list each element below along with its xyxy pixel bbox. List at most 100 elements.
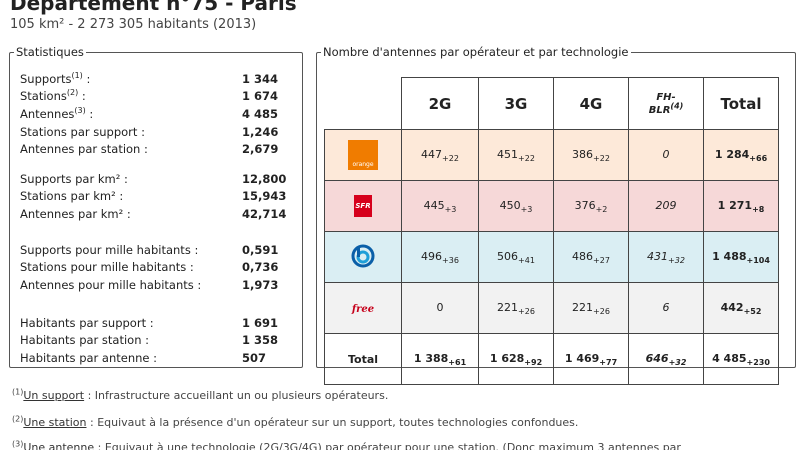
stat-label-suffix: : <box>78 89 86 104</box>
stats-panel: Statistiques Supports(1) :1 344 Stations(… <box>9 45 303 368</box>
stat-label: Supports pour mille habitants : <box>20 243 242 257</box>
stat-row: Supports pour mille habitants : 0,591 <box>20 241 296 259</box>
stat-group: Supports pour mille habitants : 0,591 Stat… <box>20 241 296 294</box>
cell-value: 1 628 <box>489 351 525 365</box>
stat-label: Antennes par km² : <box>20 207 242 221</box>
stat-value: 1,246 <box>242 124 279 139</box>
operator-row-free: free 0 221+26 221+26 6 442+52 <box>324 282 779 334</box>
stat-value: 507 <box>242 350 267 365</box>
stat-row: Supports par km² : 12,800 <box>20 170 296 188</box>
operator-logo-cell: free <box>324 282 402 334</box>
value-cell: 209 <box>628 180 704 232</box>
stat-row: Stations pour mille habitants : 0,736 <box>20 259 296 277</box>
stat-value: 0,736 <box>242 260 279 275</box>
orange-logo-icon: orange <box>348 140 378 170</box>
cell-value: 386 <box>572 147 594 161</box>
antennas-table-body: orange 447+22 451+22 386+22 0 1 284+66 SFR 445+… <box>324 129 779 385</box>
table-header-row: 2G 3G 4G FH- BLR(4) Total <box>324 77 779 130</box>
value-cell: 221+26 <box>553 282 629 334</box>
cell-value: 376 <box>574 198 596 212</box>
stat-row: Antennes par km² : 42,714 <box>20 205 296 223</box>
stat-label-text: Stations <box>20 89 67 104</box>
cell-increase: +2 <box>595 204 608 214</box>
page-title: Département n°75 - Paris <box>10 0 297 15</box>
operator-row-bouygues: 496+36 506+41 486+27 431+32 1 488+104 <box>324 231 779 283</box>
stat-row: Stations par km² : 15,943 <box>20 188 296 206</box>
stat-label-sup: (3) <box>74 106 86 116</box>
header-blr-sup: (4) <box>670 101 684 111</box>
total-cell: 1 488+104 <box>703 231 779 283</box>
cell-increase: +41 <box>518 255 535 265</box>
total-row: Total 1 388+61 1 628+92 1 469+77 646+32 4 485… <box>324 333 779 385</box>
cell-value: 445 <box>423 198 445 212</box>
stat-value: 1,973 <box>242 277 279 292</box>
stat-label-sup: (2) <box>66 88 79 98</box>
cell-increase: +26 <box>593 306 610 316</box>
value-cell: 496+36 <box>401 231 479 283</box>
footnote-marker: (3) <box>12 439 24 449</box>
stat-label: Stations pour mille habitants : <box>20 260 242 274</box>
sfr-logo-icon: SFR <box>354 195 372 217</box>
stat-label-text: Habitants par antenne : <box>20 350 158 365</box>
cell-value: 1 388 <box>413 351 449 365</box>
cell-increase: +230 <box>746 357 770 367</box>
stat-label: Antennes(3) : <box>20 107 242 121</box>
value-cell: 376+2 <box>553 180 629 232</box>
cell-increase: +92 <box>524 357 543 367</box>
header-2g: 2G <box>401 77 479 130</box>
stat-value: 0,591 <box>242 242 279 257</box>
value-cell: 450+3 <box>478 180 554 232</box>
cell-increase: +22 <box>518 153 535 163</box>
stat-value: 1 674 <box>242 89 279 104</box>
stat-label: Habitants par station : <box>20 333 242 347</box>
stat-row: Antennes pour mille habitants : 1,973 <box>20 276 296 294</box>
operator-row-sfr: SFR 445+3 450+3 376+2 209 1 271+8 <box>324 180 779 232</box>
stat-label: Habitants par antenne : <box>20 351 242 365</box>
value-cell: 0 <box>401 282 479 334</box>
cell-value: 1 488 <box>712 249 747 263</box>
stat-row: Antennes par station : 2,679 <box>20 140 296 158</box>
operator-row-orange: orange 447+22 451+22 386+22 0 1 284+66 <box>324 129 779 181</box>
stat-value: 2,679 <box>242 142 279 157</box>
footnote-2: (2)Une station : Equivaut à la présence … <box>12 415 578 429</box>
stat-label-text: Antennes par km² : <box>20 206 131 221</box>
stat-label-text: Stations par km² : <box>20 189 124 204</box>
cell-value: 486 <box>572 249 594 263</box>
cell-increase: +26 <box>518 306 535 316</box>
stat-label-text: Supports par km² : <box>20 171 128 186</box>
stat-row: Stations par support : 1,246 <box>20 123 296 141</box>
total-cell: 1 284+66 <box>703 129 779 181</box>
value-cell: 221+26 <box>478 282 554 334</box>
header-blr: BLR <box>648 104 671 116</box>
stat-value: 15,943 <box>242 189 287 204</box>
stat-group: Habitants par support :1 691 Habitants pa… <box>20 314 296 367</box>
value-cell: 486+27 <box>553 231 629 283</box>
header-fh: FH- <box>656 91 676 103</box>
value-cell: 1 469+77 <box>553 333 629 385</box>
cell-value: 451 <box>497 147 519 161</box>
cell-value: 1 284 <box>714 147 750 161</box>
value-cell: 451+22 <box>478 129 554 181</box>
total-cell: 1 271+8 <box>703 180 779 232</box>
antennas-panel: Nombre d'antennes par opérateur et par t… <box>316 45 796 385</box>
cell-increase: +52 <box>743 306 762 316</box>
total-cell: 4 485+230 <box>703 333 779 385</box>
stat-label-text: Habitants par station : <box>20 333 150 348</box>
stat-label: Stations par km² : <box>20 189 242 203</box>
stat-label: Supports par km² : <box>20 172 242 186</box>
cell-increase: +32 <box>668 357 687 367</box>
value-cell: 386+22 <box>553 129 629 181</box>
page-subtitle: 105 km² - 2 273 305 habitants (2013) <box>10 17 257 32</box>
stat-label-text: Antennes pour mille habitants : <box>20 277 202 292</box>
cell-value: 221 <box>572 300 594 314</box>
value-cell: 646+32 <box>628 333 704 385</box>
bouygues-logo-icon <box>351 244 375 268</box>
corner-cell <box>324 77 402 130</box>
header-3g: 3G <box>478 77 554 130</box>
stat-label: Stations par support : <box>20 125 242 139</box>
cell-value: 442 <box>720 300 744 314</box>
cell-value: 209 <box>655 198 677 212</box>
value-cell: 506+41 <box>478 231 554 283</box>
operator-logo-cell <box>324 231 402 283</box>
cell-increase: +8 <box>752 204 765 214</box>
